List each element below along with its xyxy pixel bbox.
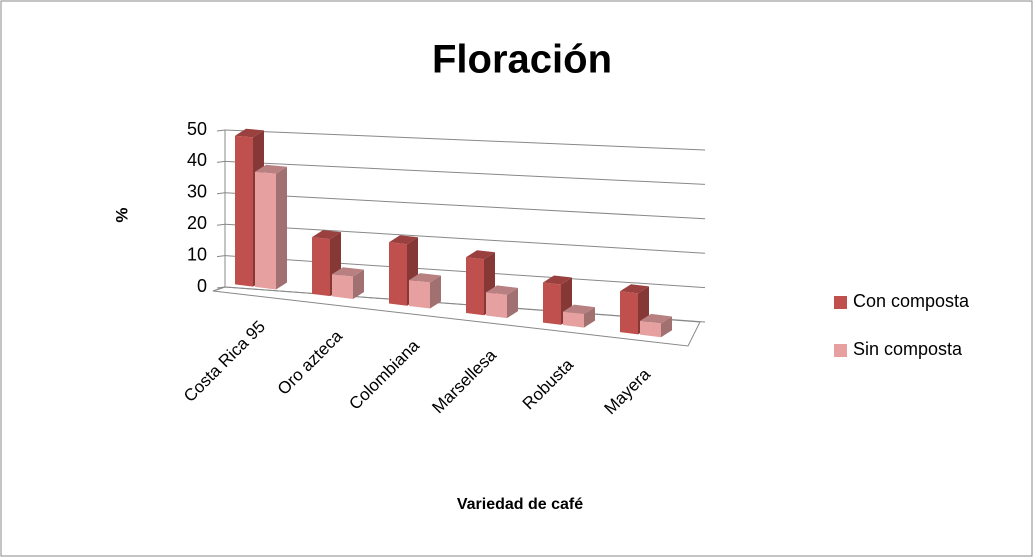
y-tick-label: 30	[187, 182, 207, 202]
y-tick	[216, 192, 226, 195]
bar	[255, 164, 287, 290]
bar-front	[255, 171, 276, 290]
bar-front	[486, 292, 507, 319]
bar-top	[312, 230, 341, 240]
grid-line	[224, 223, 706, 254]
grid-line	[224, 192, 706, 220]
y-tick-label: 20	[187, 213, 207, 233]
bar-top	[466, 250, 495, 260]
legend-label: Con composta	[853, 291, 970, 311]
bar-front	[543, 282, 561, 325]
bar-front	[409, 280, 430, 309]
y-tick	[216, 255, 226, 258]
bar-front	[640, 320, 661, 338]
y-axis-title: %	[112, 207, 131, 222]
bar-side	[276, 166, 287, 290]
y-tick-label: 50	[187, 119, 207, 139]
bar-side	[430, 275, 441, 309]
y-tick	[216, 129, 226, 132]
bar	[563, 304, 595, 328]
bar	[409, 273, 441, 309]
y-tick	[216, 223, 226, 226]
bar-side	[353, 269, 364, 300]
bar-top	[409, 273, 441, 283]
bar-top	[620, 284, 649, 294]
bar-top	[255, 164, 287, 174]
legend-swatch	[834, 296, 847, 309]
bar	[640, 313, 672, 338]
y-tick-label: 0	[197, 276, 207, 296]
y-tick-label: 40	[187, 150, 207, 170]
grid-line	[224, 129, 706, 151]
legend-label: Sin composta	[853, 339, 963, 359]
grid-line	[224, 160, 706, 185]
bar	[486, 285, 518, 319]
bar-top	[486, 285, 518, 295]
bar-front	[332, 274, 353, 300]
bar-top	[389, 235, 418, 245]
grid-line	[224, 255, 706, 289]
bar-front	[312, 237, 330, 297]
chart-title: Floración	[432, 38, 612, 82]
y-tick-label: 10	[187, 244, 207, 264]
y-tick	[216, 160, 226, 163]
bar-top	[235, 128, 264, 138]
bar-front	[563, 311, 584, 328]
bar-top	[640, 313, 672, 324]
bar-top	[563, 304, 595, 315]
x-axis-title: Variedad de café	[457, 496, 583, 513]
bar-top	[332, 267, 364, 277]
bar-front	[620, 291, 638, 335]
y-axis-front	[212, 286, 226, 292]
bar-side	[507, 287, 518, 319]
bar	[332, 267, 364, 300]
legend-swatch	[834, 344, 847, 357]
bar-top	[543, 275, 572, 285]
bar-front	[235, 135, 253, 287]
bar-front	[466, 257, 484, 316]
bar-front	[389, 242, 407, 306]
bar-side	[661, 316, 672, 338]
bar-side	[584, 307, 595, 328]
